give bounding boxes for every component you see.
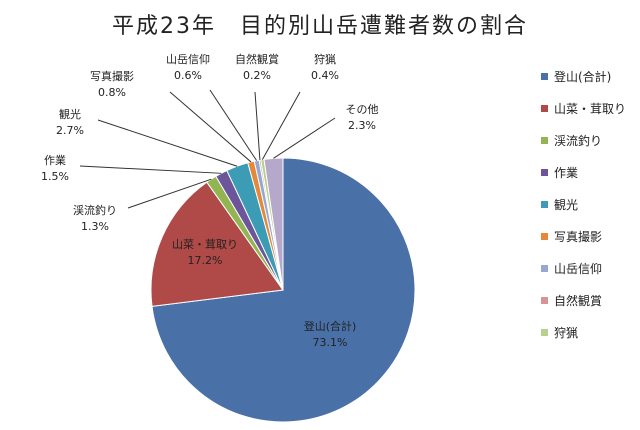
slice-value-label: 0.4% bbox=[311, 69, 339, 82]
leader-line bbox=[254, 91, 261, 161]
slice-value-label: 2.7% bbox=[56, 124, 84, 137]
slice-name-label: 写真撮影 bbox=[90, 69, 134, 83]
leader-line bbox=[273, 117, 336, 159]
legend-swatch bbox=[541, 73, 548, 80]
legend-label: 観光 bbox=[554, 198, 578, 212]
legend-swatch bbox=[541, 329, 548, 336]
legend-label: 渓流釣り bbox=[554, 133, 602, 148]
slice-name-label: 観光 bbox=[59, 107, 81, 121]
slice-value-label: 0.8% bbox=[98, 86, 126, 99]
leader-line bbox=[209, 89, 258, 161]
legend-swatch bbox=[541, 297, 548, 304]
slice-name-label: 渓流釣り bbox=[73, 203, 117, 217]
legend-swatch bbox=[541, 137, 548, 144]
leader-line bbox=[97, 119, 238, 167]
slice-name-label: 山岳信仰 bbox=[166, 52, 210, 66]
slice-value-label: 1.3% bbox=[81, 220, 109, 233]
slice-name-label: 自然観賞 bbox=[235, 52, 279, 66]
slice-value-label: 73.1% bbox=[313, 336, 348, 349]
slice-name-label: 作業 bbox=[44, 154, 66, 167]
leader-line bbox=[261, 91, 301, 160]
legend-swatch bbox=[541, 233, 548, 240]
leader-line bbox=[169, 91, 252, 163]
leader-line bbox=[79, 165, 222, 174]
slice-name-label: 登山(合計) bbox=[304, 319, 357, 333]
legend-swatch bbox=[541, 169, 548, 176]
legend-label: 作業 bbox=[554, 166, 578, 180]
legend-label: 狩猟 bbox=[554, 325, 578, 340]
legend-label: 山岳信仰 bbox=[554, 261, 602, 276]
chart-title: 平成23年 目的別山岳遭難者数の割合 bbox=[112, 14, 528, 39]
legend-label: 写真撮影 bbox=[554, 230, 602, 244]
slice-value-label: 0.6% bbox=[174, 69, 202, 82]
legend-swatch bbox=[541, 265, 548, 272]
slice-value-label: 17.2% bbox=[188, 254, 223, 267]
legend-label: 登山(合計) bbox=[554, 69, 611, 84]
slice-name-label: 狩猟 bbox=[314, 52, 336, 66]
legend-label: 山菜・茸取り bbox=[554, 102, 626, 116]
slice-value-label: 2.3% bbox=[348, 119, 376, 132]
legend-label: 自然観賞 bbox=[554, 293, 602, 308]
legend-swatch bbox=[541, 201, 548, 208]
slice-value-label: 1.5% bbox=[41, 170, 69, 183]
pie-slice bbox=[263, 157, 284, 291]
slice-value-label: 0.2% bbox=[243, 69, 271, 82]
legend-swatch bbox=[541, 105, 548, 112]
slice-name-label: その他 bbox=[346, 103, 379, 116]
pie-slice bbox=[150, 181, 284, 307]
slice-name-label: 山菜・茸取り bbox=[172, 238, 238, 251]
leader-line bbox=[127, 178, 212, 209]
